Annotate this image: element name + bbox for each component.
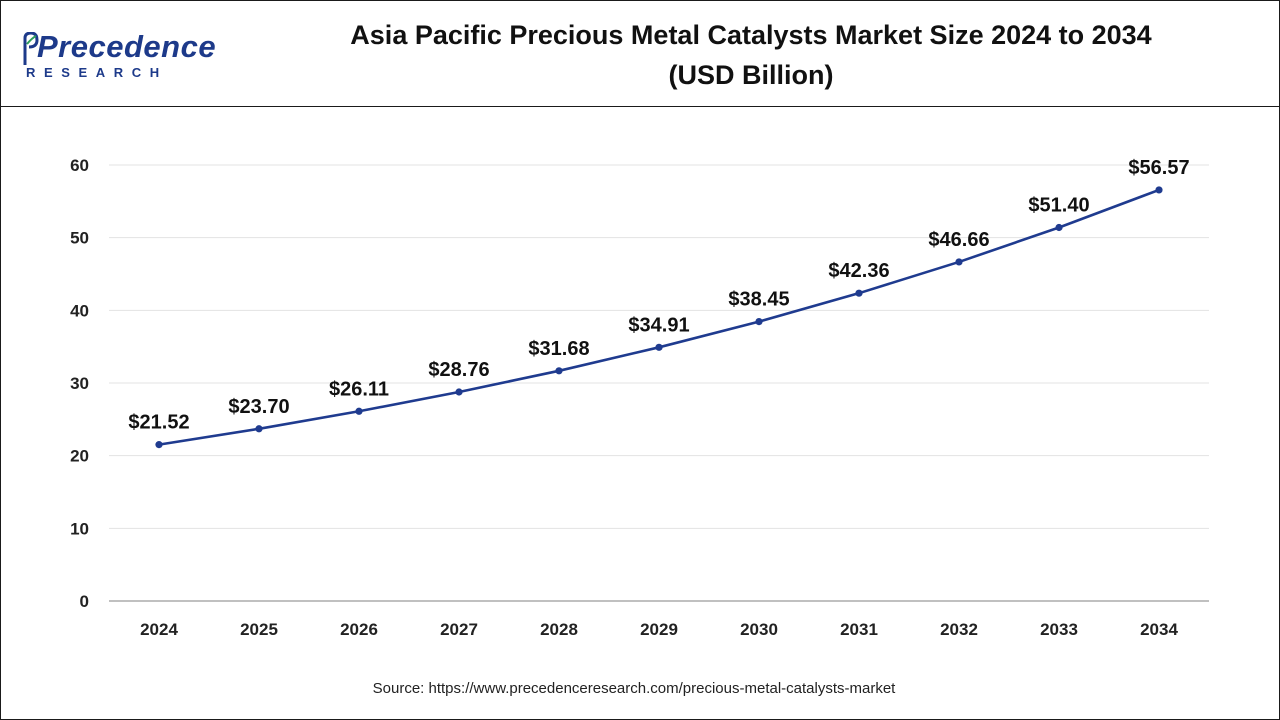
data-label: $21.52: [128, 412, 189, 434]
data-point: [755, 317, 763, 326]
x-tick-label: 2029: [640, 620, 678, 639]
brand-sub: RESEARCH: [26, 65, 168, 80]
y-tick-label: 40: [70, 301, 89, 320]
brand-logo: Precedence RESEARCH: [23, 29, 223, 85]
data-point: [1055, 223, 1063, 232]
data-label: $42.36: [828, 260, 889, 282]
x-tick-label: 2025: [240, 620, 278, 639]
chart-title: Asia Pacific Precious Metal Catalysts Ma…: [291, 15, 1211, 95]
y-tick-label: 50: [70, 229, 89, 248]
data-label: $28.76: [428, 359, 489, 381]
x-tick-label: 2026: [340, 620, 378, 639]
y-tick-label: 0: [80, 592, 89, 611]
data-label: $26.11: [329, 378, 389, 400]
data-label: $31.68: [528, 338, 589, 360]
data-point: [955, 258, 963, 266]
data-label: $46.66: [928, 229, 989, 251]
y-tick-label: 60: [70, 156, 89, 175]
data-point: [255, 425, 263, 433]
brand-name: Precedence: [37, 29, 217, 64]
data-label: $51.40: [1028, 194, 1089, 216]
title-line-2: (USD Billion): [668, 60, 834, 90]
x-tick-label: 2031: [840, 620, 878, 639]
x-tick-label: 2033: [1040, 620, 1078, 639]
x-tick-label: 2024: [140, 620, 178, 639]
y-tick-label: 20: [70, 447, 89, 466]
y-tick-label: 30: [70, 374, 89, 393]
data-point: [355, 407, 363, 415]
x-tick-label: 2030: [740, 620, 778, 639]
source-note: Source: https://www.precedenceresearch.c…: [372, 680, 896, 697]
x-tick-label: 2028: [540, 620, 578, 639]
data-point: [555, 367, 563, 375]
data-label: $34.91: [628, 314, 689, 336]
x-tick-label: 2034: [1140, 620, 1178, 639]
data-point: [655, 343, 663, 351]
header: Precedence RESEARCH Asia Pacific Preciou…: [1, 1, 1279, 107]
x-tick-label: 2027: [440, 620, 478, 639]
x-tick-label: 2032: [940, 620, 978, 639]
y-tick-label: 10: [70, 519, 89, 538]
leaf-icon: [23, 32, 39, 65]
data-point: [855, 289, 863, 297]
data-point: [1155, 186, 1163, 194]
data-point: [155, 441, 163, 449]
data-point: [455, 388, 463, 396]
data-label: $23.70: [228, 396, 289, 418]
data-label: $38.45: [728, 289, 789, 311]
title-line-1: Asia Pacific Precious Metal Catalysts Ma…: [350, 20, 1152, 50]
data-label: $56.57: [1128, 157, 1189, 179]
